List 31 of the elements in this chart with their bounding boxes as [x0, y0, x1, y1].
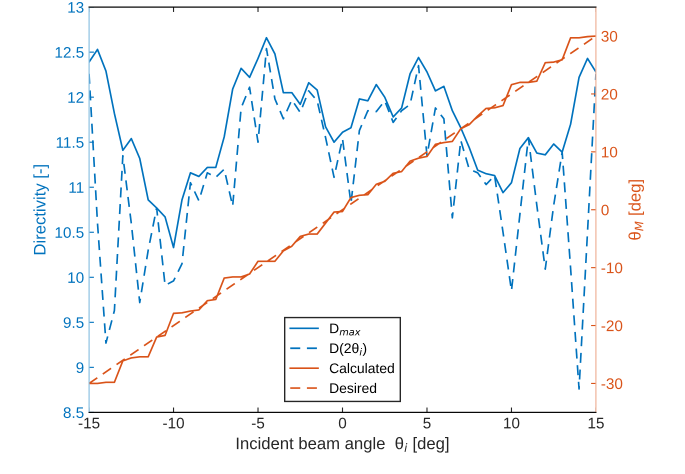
y2-tick-label: 30	[601, 30, 618, 42]
y-tick-label: 12.5	[56, 47, 84, 58]
x-tick-label: -5	[252, 418, 264, 428]
x-tick-label: -15	[78, 418, 100, 428]
y-tick-label: 11.5	[56, 137, 84, 148]
y-tick-label: 11	[69, 182, 84, 193]
y2-tick-label: 0	[601, 204, 609, 216]
y-axis-title: Directivity [-]	[33, 165, 49, 254]
x-tick-label: 10	[504, 418, 520, 428]
y2-tick-label: -20	[601, 320, 622, 332]
y-tick-label: 13	[68, 2, 84, 13]
legend-label: D$_{max}$	[330, 324, 361, 336]
x-tick-label: -10	[163, 418, 184, 428]
y2-tick-label: 20	[602, 88, 618, 100]
y2-tick-label: -10	[601, 262, 622, 274]
y-tick-label: 12	[68, 92, 84, 103]
y2-tick-label: -30	[601, 378, 622, 390]
y-tick-label: 10.5	[56, 227, 84, 238]
y2-tick-label: 10	[602, 146, 618, 158]
y2-axis-title: θ$_{M}$ [deg]	[628, 180, 644, 240]
legend-label: D(2θ$_{i}$)	[330, 342, 366, 356]
y-tick-label: 9	[76, 362, 84, 374]
legend-label: Desired	[330, 382, 376, 394]
y-tick-label: 9.5	[64, 317, 84, 328]
x-tick-label: 5	[423, 418, 431, 428]
x-tick-label: 0	[338, 418, 346, 428]
x-tick-label: 15	[588, 418, 604, 428]
y-tick-label: 10	[68, 272, 84, 283]
x-axis-title: Incident beam angle θ$_{i}$ [deg]	[236, 437, 448, 453]
legend-label: Calculated	[330, 362, 394, 374]
y-tick-label: 8.5	[64, 407, 84, 418]
